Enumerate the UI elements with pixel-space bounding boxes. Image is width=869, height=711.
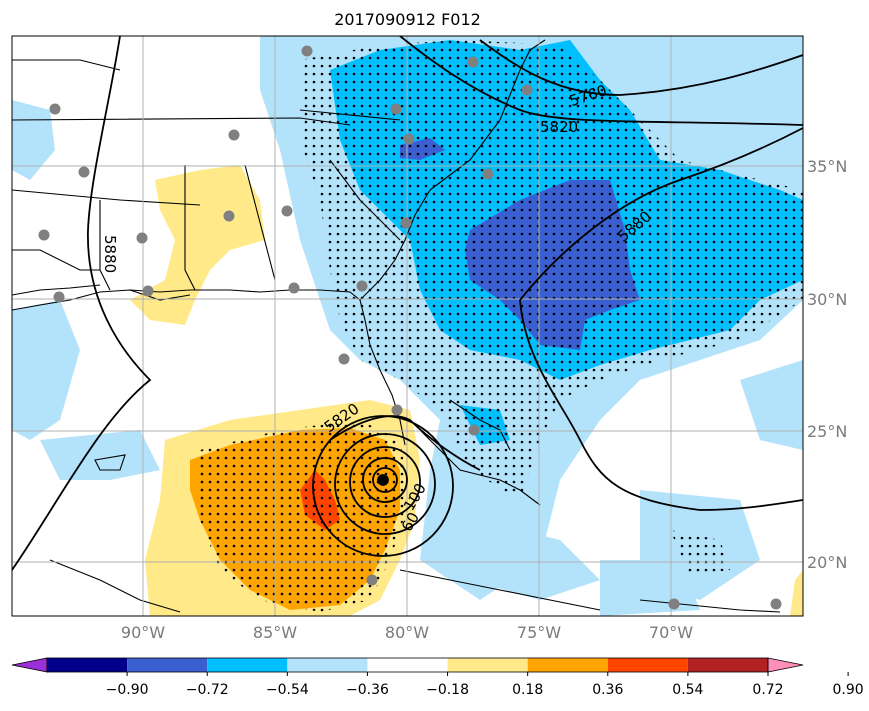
colorbar: −0.90 −0.72 −0.54 −0.36 −0.18 0.18 0.36 0.54 0.7…	[11, 657, 864, 698]
colorbar-tick-label: 0.90	[833, 682, 864, 698]
lat-tick-labels: 35°N 30°N 25°N 20°N	[807, 157, 847, 572]
lon-tick: 80°W	[385, 623, 429, 642]
lat-tick: 20°N	[807, 553, 847, 572]
colorbar-frame	[46, 657, 769, 673]
colorbar-segment	[287, 658, 368, 672]
colorbar-segment	[447, 658, 528, 672]
height-contours	[12, 36, 803, 571]
contour-label-5880-west: 5880	[101, 235, 119, 273]
colorbar-tick-label: −0.54	[266, 682, 309, 698]
colorbar-tick-label: −0.72	[186, 682, 229, 698]
colorbar-extend-min	[11, 657, 48, 673]
map-frame	[11, 35, 804, 617]
colorbar-segment	[207, 658, 288, 672]
colorbar-segment	[367, 658, 448, 672]
colorbar-segment	[687, 658, 768, 672]
colorbar-segment	[527, 658, 608, 672]
colorbar-segment	[607, 658, 688, 672]
contour-label-5820: 5820	[540, 118, 578, 136]
map-plot-area: 5760 5820 5880 5880 5820 100 60	[12, 36, 803, 616]
colorbar-tick-label: 0.36	[592, 682, 623, 698]
gridlines	[12, 36, 803, 616]
colorbar-extend-max	[767, 657, 804, 673]
stippling	[200, 40, 803, 612]
colorbar-tick-label: −0.90	[106, 682, 149, 698]
lon-tick: 70°W	[649, 623, 693, 642]
lon-tick: 85°W	[253, 623, 297, 642]
colorbar-segment	[127, 658, 208, 672]
colorbar-tick-label: 0.54	[672, 682, 703, 698]
lon-tick: 75°W	[517, 623, 561, 642]
colorbar-tick-label: 0.18	[512, 682, 543, 698]
lat-tick: 25°N	[807, 422, 847, 441]
map-title: 2017090912 F012	[334, 10, 481, 29]
lat-tick: 35°N	[807, 157, 847, 176]
colorbar-segment	[47, 658, 128, 672]
colorbar-tick-label: −0.36	[346, 682, 389, 698]
colorbar-tick-label: 0.72	[752, 682, 783, 698]
station-markers	[38, 45, 782, 610]
lon-tick-labels: 90°W 85°W 80°W 75°W 70°W	[121, 623, 693, 642]
lon-tick: 90°W	[121, 623, 165, 642]
lat-tick: 30°N	[807, 290, 847, 309]
colorbar-tick-label: −0.18	[426, 682, 469, 698]
